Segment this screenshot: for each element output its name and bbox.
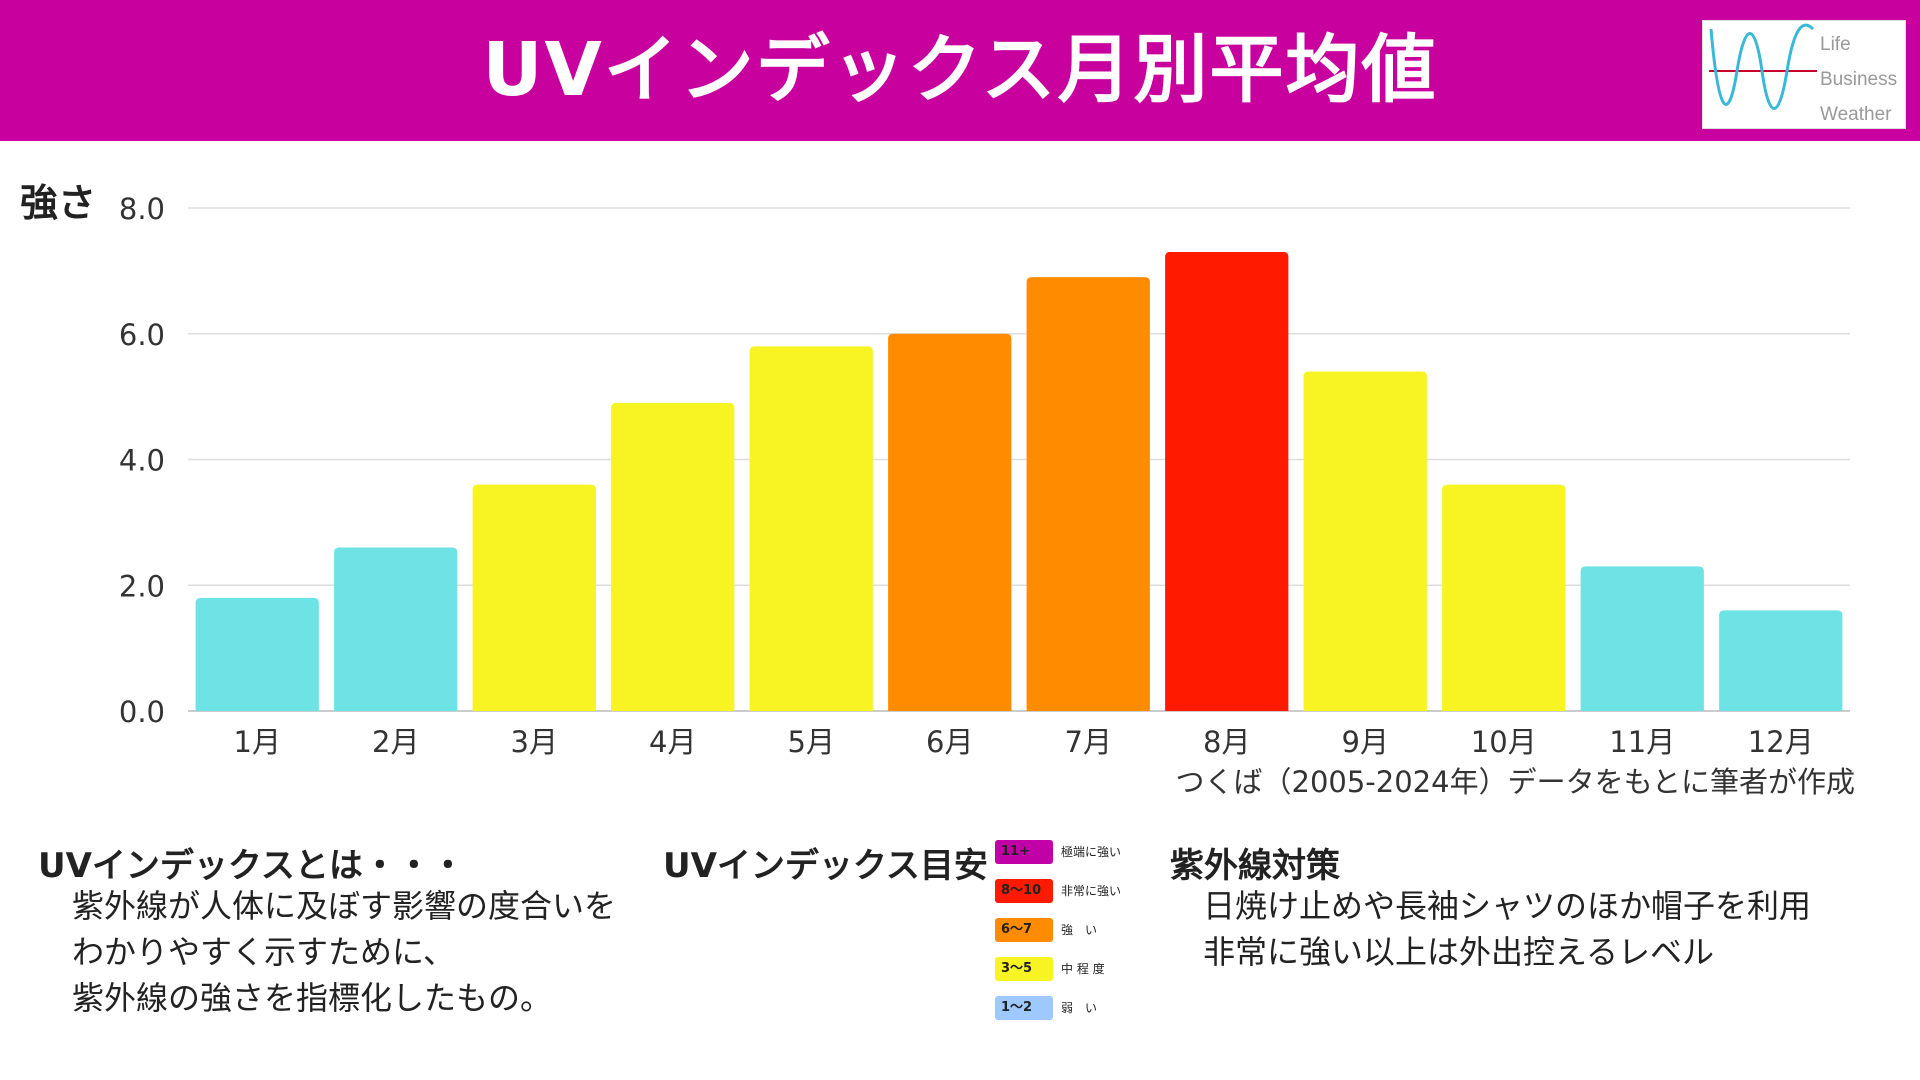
x-tick-label: 1月 — [234, 725, 281, 759]
page-title: UVインデックス月別平均値 — [482, 27, 1438, 113]
measures-line: 日焼け止めや長袖シャツのほか帽子を利用 — [1203, 887, 1812, 925]
guide-title: UVインデックス目安 — [663, 846, 988, 886]
bar — [1165, 252, 1289, 711]
legend-swatch: 8～10 — [995, 879, 1053, 903]
bar — [472, 484, 596, 711]
x-tick-label: 2月 — [372, 725, 419, 759]
legend-label: 極端に強い — [1061, 845, 1122, 859]
source-note: つくば（2005-2024年）データをもとに筆者が作成 — [1176, 765, 1856, 799]
x-tick-label: 5月 — [788, 725, 835, 759]
bar — [1303, 371, 1427, 711]
y-tick-label: 4.0 — [119, 444, 165, 478]
x-tick-label: 9月 — [1342, 725, 1389, 759]
about-line: 紫外線が人体に及ぼす影響の度合いを — [72, 887, 617, 925]
x-tick-label: 4月 — [649, 725, 696, 759]
about-line: 紫外線の強さを指標化したもの。 — [72, 979, 553, 1017]
bar — [888, 333, 1012, 711]
y-tick-label: 2.0 — [119, 569, 165, 603]
x-tick-label: 8月 — [1203, 725, 1250, 759]
uv-bar-chart: 0.0 2.0 4.0 6.0 8.0 1月 2月 3月 4月 5月 6月 7月 8月 9月 10月 11月 1… — [119, 192, 1856, 799]
bar — [749, 346, 873, 711]
x-tick-label: 10月 — [1471, 725, 1537, 759]
bar — [1580, 566, 1704, 711]
about-title: UVインデックスとは・・・ — [38, 846, 465, 886]
legend-label: 中 程 度 — [1061, 962, 1105, 976]
x-tick-label: 3月 — [511, 725, 558, 759]
legend-label: 弱 い — [1061, 1001, 1098, 1015]
bar — [1026, 277, 1150, 711]
legend-swatch: 1～2 — [995, 996, 1053, 1020]
bar — [1719, 610, 1843, 711]
logo-text-weather: Weather — [1820, 104, 1892, 125]
bar — [195, 597, 319, 711]
bar — [1442, 484, 1566, 711]
legend-label: 非常に強い — [1061, 884, 1122, 898]
about-line: わかりやすく示すために、 — [72, 933, 456, 971]
x-tick-label: 7月 — [1065, 725, 1112, 759]
measures-line: 非常に強い以上は外出控えるレベル — [1203, 933, 1715, 971]
legend-swatch: 11+ — [995, 840, 1053, 864]
y-tick-label: 0.0 — [119, 695, 165, 729]
logo-text-life: Life — [1820, 34, 1851, 55]
header-bar — [0, 0, 1920, 141]
legend-label: 強 い — [1061, 923, 1098, 937]
bar — [611, 402, 735, 711]
about-text: 紫外線が人体に及ぼす影響の度合いを わかりやすく示すために、 紫外線の強さを指標… — [72, 883, 616, 1021]
logo: Life Business Weather — [1702, 20, 1906, 129]
bar — [334, 547, 458, 711]
measures-title: 紫外線対策 — [1170, 846, 1340, 886]
wave-logo-icon — [1709, 23, 1817, 110]
y-tick-label: 6.0 — [119, 318, 165, 352]
x-tick-label: 6月 — [926, 725, 973, 759]
legend-swatch: 3～5 — [995, 957, 1053, 981]
logo-text-business: Business — [1820, 69, 1898, 90]
y-axis-title: 強さ — [20, 181, 97, 225]
x-tick-label: 11月 — [1609, 725, 1675, 759]
measures-text: 日焼け止めや長袖シャツのほか帽子を利用 非常に強い以上は外出控えるレベル — [1203, 883, 1811, 975]
legend-swatch: 6～7 — [995, 918, 1053, 942]
y-tick-label: 8.0 — [119, 192, 165, 226]
x-tick-label: 12月 — [1748, 725, 1814, 759]
